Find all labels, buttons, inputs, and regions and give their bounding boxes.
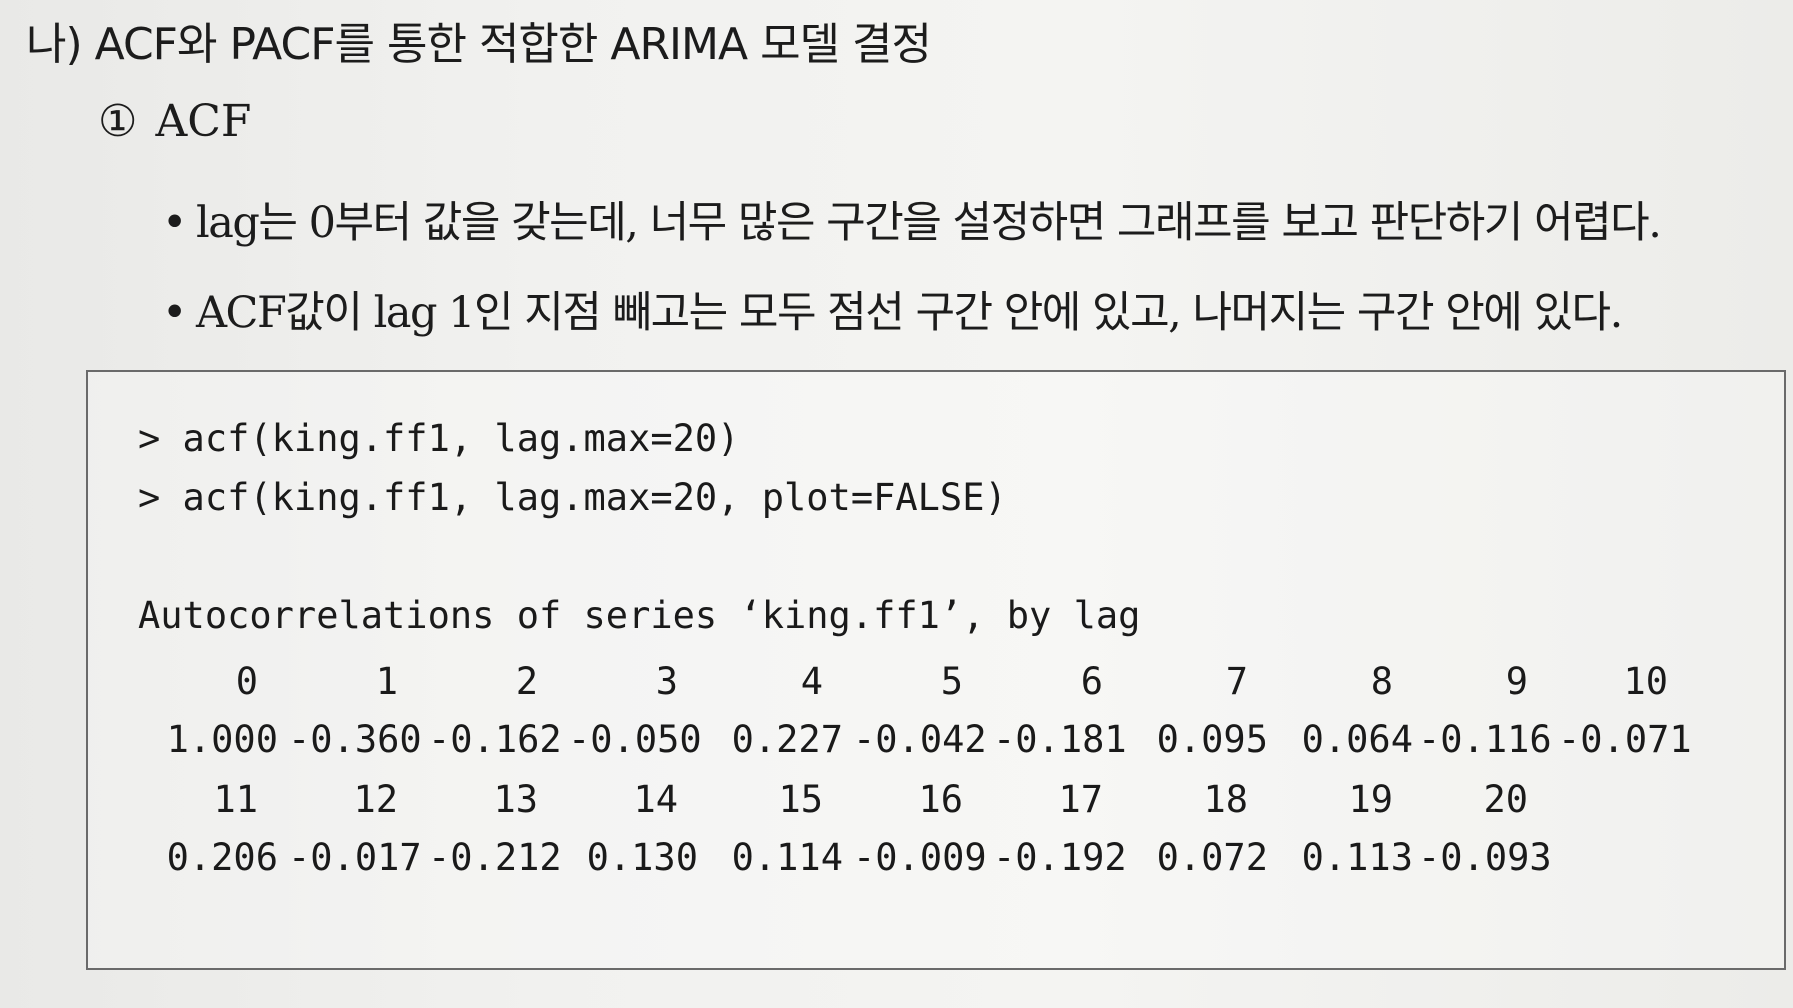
acf-value: -0.162 (428, 718, 562, 761)
acf-lag-label: 7 (1225, 660, 1248, 703)
subsection-heading: ① ACF (98, 96, 251, 147)
acf-lag-label: 3 (655, 660, 678, 703)
bullet-item: • lag는 0부터 값을 갖는데, 너무 많은 구간을 설정하면 그래프를 보고… (162, 188, 1662, 250)
acf-lag-label: 8 (1370, 660, 1393, 703)
bullet-item: • ACF값이 lag 1인 지점 빼고는 모두 점선 구간 안에 있고, 나머지… (162, 278, 1623, 340)
acf-value: -0.050 (568, 718, 702, 761)
acf-lag-label: 16 (918, 778, 963, 821)
section-heading: 나) ACF와 PACF를 통한 적합한 ARIMA 모델 결정 (26, 19, 932, 70)
acf-lag-label: 10 (1623, 660, 1668, 703)
acf-value: 0.095 (1156, 718, 1268, 761)
bullet-text: ACF값이 lag 1인 지점 빼고는 모두 점선 구간 안에 있고, 나머지는… (196, 288, 1623, 338)
acf-lag-label: 0 (235, 660, 258, 703)
acf-value: 1.000 (166, 718, 278, 761)
acf-value: 0.114 (731, 836, 843, 879)
code-command: > acf(king.ff1, lag.max=20) (138, 417, 740, 460)
acf-lag-label: 13 (493, 778, 538, 821)
acf-lag-label: 2 (515, 660, 538, 703)
acf-lag-label: 5 (940, 660, 963, 703)
code-command: > acf(king.ff1, lag.max=20, plot=FALSE) (138, 476, 1007, 519)
acf-value: -0.017 (288, 836, 422, 879)
acf-value: 0.206 (166, 836, 278, 879)
acf-value: -0.212 (428, 836, 562, 879)
acf-lag-label: 19 (1348, 778, 1393, 821)
acf-value: -0.042 (853, 718, 987, 761)
acf-lag-label: 15 (778, 778, 823, 821)
acf-lag-label: 20 (1483, 778, 1528, 821)
acf-lag-label: 4 (800, 660, 823, 703)
acf-value: 0.064 (1301, 718, 1413, 761)
acf-value: -0.181 (993, 718, 1127, 761)
acf-value: 0.227 (731, 718, 843, 761)
acf-value: -0.093 (1418, 836, 1552, 879)
output-header: Autocorrelations of series ‘king.ff1’, b… (138, 594, 1141, 637)
acf-lag-label: 11 (213, 778, 258, 821)
acf-value: 0.072 (1156, 836, 1268, 879)
code-output-box: > acf(king.ff1, lag.max=20) > acf(king.f… (86, 370, 1786, 970)
bullet-dot-icon: • (162, 198, 187, 248)
acf-value: -0.071 (1558, 718, 1692, 761)
subsection-title: ACF (155, 96, 252, 147)
acf-value: -0.360 (288, 718, 422, 761)
acf-value: -0.009 (853, 836, 987, 879)
acf-lag-label: 12 (353, 778, 398, 821)
acf-lag-label: 1 (375, 660, 398, 703)
acf-lag-label: 6 (1080, 660, 1103, 703)
bullet-dot-icon: • (162, 288, 187, 338)
acf-value: -0.116 (1418, 718, 1552, 761)
acf-value: 0.130 (586, 836, 698, 879)
bullet-text: lag는 0부터 값을 갖는데, 너무 많은 구간을 설정하면 그래프를 보고 … (196, 198, 1662, 248)
acf-lag-label: 14 (633, 778, 678, 821)
acf-lag-label: 17 (1058, 778, 1103, 821)
acf-lag-label: 9 (1505, 660, 1528, 703)
circled-number: ① (98, 96, 138, 147)
acf-value: -0.192 (993, 836, 1127, 879)
acf-lag-label: 18 (1203, 778, 1248, 821)
acf-value: 0.113 (1301, 836, 1413, 879)
